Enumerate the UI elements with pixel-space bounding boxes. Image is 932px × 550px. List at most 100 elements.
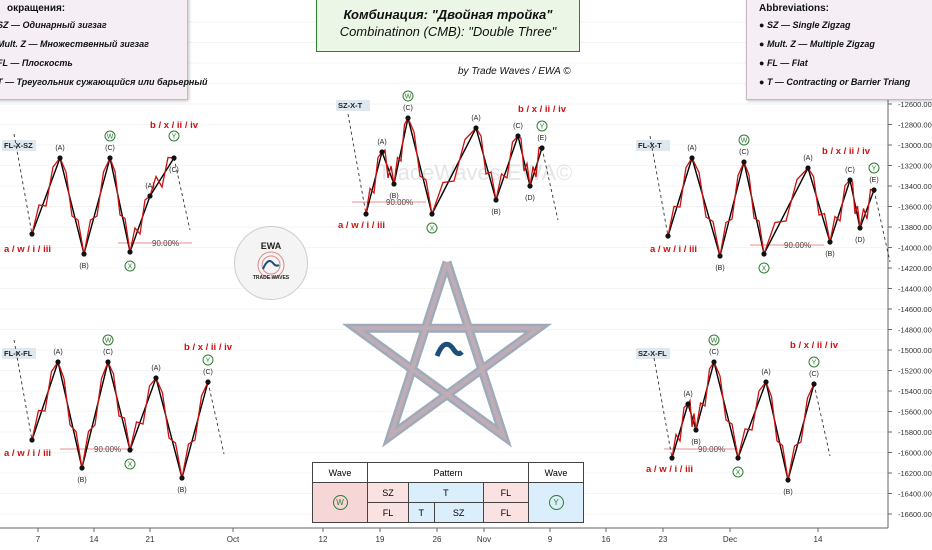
- wave-circle: [732, 466, 744, 478]
- y-tick-label: -13800.00: [898, 223, 932, 232]
- dashed-guide: [813, 383, 831, 457]
- x-tick-label: 16: [602, 535, 611, 544]
- y-tick-label: -14400.00: [898, 285, 932, 294]
- wave-point: [693, 427, 699, 433]
- wave-point: [379, 149, 385, 155]
- wave-start-label: a / w / i / iii: [4, 448, 51, 459]
- dashed-guide: [173, 157, 191, 231]
- wave-point: [473, 125, 479, 131]
- abbr-en-text: T — Contracting or Barrier Triang: [766, 77, 911, 87]
- wave-point-label: (E): [869, 177, 878, 184]
- y-tick-label: -14200.00: [898, 264, 932, 273]
- wave-point: [57, 155, 63, 161]
- wave-point: [735, 455, 741, 461]
- star-wave-icon: [434, 341, 464, 357]
- y-tick-label: -14800.00: [898, 326, 932, 335]
- wave-point: [857, 225, 863, 231]
- wave-circle: [124, 260, 136, 272]
- sub-wave: [393, 117, 409, 185]
- abbr-ru-row: FL — Плоскость: [0, 58, 73, 68]
- table-header: Wave: [528, 462, 584, 483]
- wave-point-label: (C): [105, 145, 115, 152]
- sub-wave: [829, 179, 851, 243]
- pattern-tag-bg: [2, 140, 36, 151]
- y-tick-label: -15600.00: [898, 408, 932, 417]
- wave-circle-label: Y: [872, 166, 877, 173]
- x-tick-label: 26: [433, 535, 442, 544]
- dashed-guide: [13, 133, 33, 235]
- dashed-guide: [653, 357, 673, 459]
- wave-point: [127, 249, 133, 255]
- wave-circle: [536, 120, 548, 132]
- wave-circle: [168, 130, 180, 142]
- table-cell: SZ: [367, 482, 409, 503]
- pattern-tag-bg: [2, 348, 36, 359]
- sub-wave: [475, 127, 497, 201]
- wave-point-label: (B): [691, 439, 700, 446]
- wave-circle: [738, 134, 750, 146]
- wave-circle: [102, 334, 114, 346]
- abbr-en-row: ● SZ — Single Zigzag: [759, 20, 851, 30]
- wave-start-label: a / w / i / iii: [4, 244, 51, 255]
- wave-point: [847, 177, 853, 183]
- fib-label: 90.00%: [94, 445, 121, 454]
- sub-wave: [495, 135, 519, 201]
- wave-circle-label: W: [105, 338, 112, 345]
- wave-circle-label: X: [430, 226, 435, 233]
- wave-point: [179, 475, 185, 481]
- pattern-tag-bg: [636, 140, 670, 151]
- sub-wave: [155, 377, 183, 479]
- wave-point: [405, 115, 411, 121]
- wave-start-label: a / w / i / iii: [338, 220, 385, 231]
- wave-icon: [257, 251, 285, 279]
- sub-wave: [713, 361, 739, 459]
- y-tick-label: -16400.00: [898, 490, 932, 499]
- wave-point: [805, 165, 811, 171]
- byline: by Trade Waves / EWA ©: [458, 66, 571, 77]
- wave-point: [741, 159, 747, 165]
- y-tick-label: -12800.00: [898, 121, 932, 130]
- pattern-tag: FL-X-FL: [4, 349, 33, 358]
- x-tick-label: 12: [319, 535, 328, 544]
- wave-point-label: (C): [513, 123, 523, 130]
- sub-wave: [109, 157, 131, 253]
- sub-wave: [129, 195, 151, 253]
- table-cell-w: W: [312, 482, 368, 523]
- wave-point-label: (C): [403, 105, 413, 112]
- y-tick-label: -15000.00: [898, 346, 932, 355]
- wave-point: [539, 145, 545, 151]
- wave-point: [153, 375, 159, 381]
- wave-circle: [708, 334, 720, 346]
- wave-circle-label: W: [405, 94, 412, 101]
- logo-brand: TRADE WAVES: [252, 275, 290, 281]
- chart-subtitle: Combinatinon (CMB): "Double Three": [339, 24, 557, 39]
- wave-circle-label: W: [741, 138, 748, 145]
- abbr-en-row: ● Mult. Z — Multiple Zigzag: [759, 39, 875, 49]
- sub-wave: [763, 167, 809, 255]
- abbr-en-text: SZ — Single Zigzag: [766, 20, 851, 30]
- y-tick-label: -14000.00: [898, 244, 932, 253]
- wave-point: [107, 155, 113, 161]
- wave-circle-label: Y: [812, 360, 817, 367]
- watermark: TradeWaves EWA©: [378, 160, 573, 185]
- wave-point-label: (E): [537, 135, 546, 142]
- wave-circle-label: X: [128, 462, 133, 469]
- wave-point-label: (A): [683, 391, 692, 398]
- sub-wave: [407, 117, 433, 215]
- wave-point: [515, 133, 521, 139]
- sub-wave: [807, 167, 831, 243]
- wave-point-label: (B): [715, 265, 724, 272]
- sub-wave: [695, 361, 715, 431]
- wave-point-label: (B): [77, 477, 86, 484]
- pattern-tag: FL-X-T: [638, 141, 662, 150]
- wave-point: [363, 211, 369, 217]
- x-tick-label: 23: [659, 535, 668, 544]
- pattern-table: Wave Pattern Wave W SZ T FL Y FL T SZ FL: [312, 462, 584, 523]
- x-tick-label: 14: [90, 535, 99, 544]
- wave-circle: [402, 90, 414, 102]
- wave-point-label: (B): [389, 193, 398, 200]
- wave-point: [527, 183, 533, 189]
- sub-wave: [765, 381, 789, 481]
- wave-skeleton: [671, 361, 815, 481]
